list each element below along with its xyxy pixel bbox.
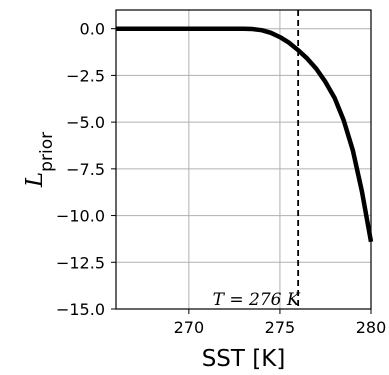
y-tick-label: −10.0 [56,207,105,226]
y-tick-label: −2.5 [66,66,105,85]
tick-layer: 270 275 280 0.0 −2.5 −5.0 −7.5 −10.0 −12.5 −15.0 [56,20,386,337]
grid [116,10,372,310]
axes-frame [115,9,372,310]
y-axis-label: Lprior [22,132,57,188]
x-tick-label: 275 [265,318,296,337]
threshold-annotation: T = 276 K [213,290,301,310]
x-axis-label: SST [K] [202,346,286,372]
y-tick-label: −12.5 [56,253,105,272]
y-tick-label: −5.0 [66,113,105,132]
y-tick-label: −15.0 [56,300,105,319]
y-tick-label: −7.5 [66,160,105,179]
x-tick-label: 270 [174,318,205,337]
x-tick-label: 280 [356,318,387,337]
y-tick-label: 0.0 [80,20,105,39]
series-layer [116,26,374,243]
series-line [116,26,374,243]
